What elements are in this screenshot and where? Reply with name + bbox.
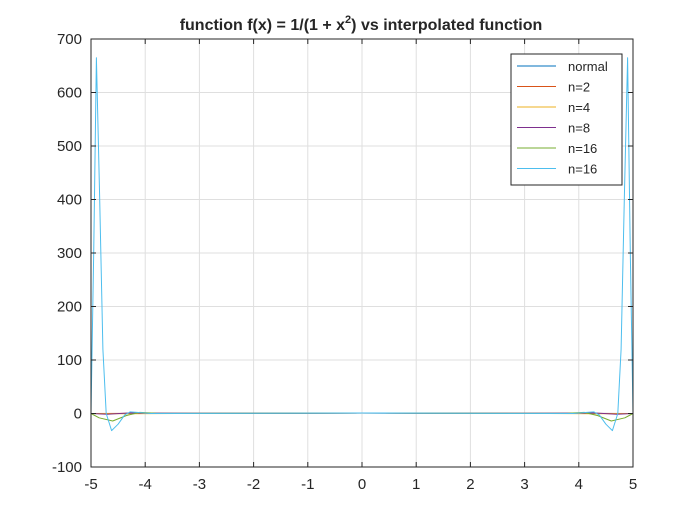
legend-label: normal <box>568 59 608 74</box>
legend-label: n=2 <box>568 80 590 95</box>
legend-label: n=16 <box>568 141 597 156</box>
x-tick-label: -2 <box>247 476 260 493</box>
x-tick-label: 5 <box>629 476 637 493</box>
chart-title-suffix: ) vs interpolated function <box>351 17 542 34</box>
x-tick-label: 3 <box>520 476 528 493</box>
x-tick-label: -1 <box>301 476 314 493</box>
y-tick-label: 100 <box>57 352 82 369</box>
x-tick-label: 2 <box>466 476 474 493</box>
y-tick-label: -100 <box>52 459 82 476</box>
y-tick-label: 600 <box>57 85 82 102</box>
legend-box <box>510 53 623 186</box>
chart-title-prefix: function f(x) = 1/(1 + x <box>180 17 345 34</box>
series-line-6 <box>90 57 634 432</box>
x-tick-label: -4 <box>139 476 152 493</box>
x-tick-label: -3 <box>193 476 206 493</box>
legend-label: n=16 <box>568 162 597 177</box>
x-tick-label: 1 <box>412 476 420 493</box>
legend-label: n=4 <box>568 100 590 115</box>
x-tick-label: 4 <box>575 476 583 493</box>
y-tick-label: 400 <box>57 192 82 209</box>
y-tick-label: 0 <box>74 406 82 423</box>
axis-ticks: -5 -4 -3 -2 -1 0 1 2 3 4 5 -100 0 100 200 300 400 500 600 7… <box>52 31 637 493</box>
y-tick-label: 500 <box>57 138 82 155</box>
legend: normal n=2 n=4 n=8 n=16 n=16 <box>510 53 623 186</box>
x-tick-label: 0 <box>358 476 366 493</box>
y-tick-label: 700 <box>57 31 82 48</box>
legend-label: n=8 <box>568 121 590 136</box>
y-tick-label: 300 <box>57 245 82 262</box>
chart-title: function f(x) = 1/(1 + x2) vs interpolat… <box>180 14 543 34</box>
series-lines <box>90 57 634 432</box>
y-tick-label: 200 <box>57 299 82 316</box>
chart-title-superscript: 2 <box>345 14 351 26</box>
x-tick-label: -5 <box>84 476 97 493</box>
